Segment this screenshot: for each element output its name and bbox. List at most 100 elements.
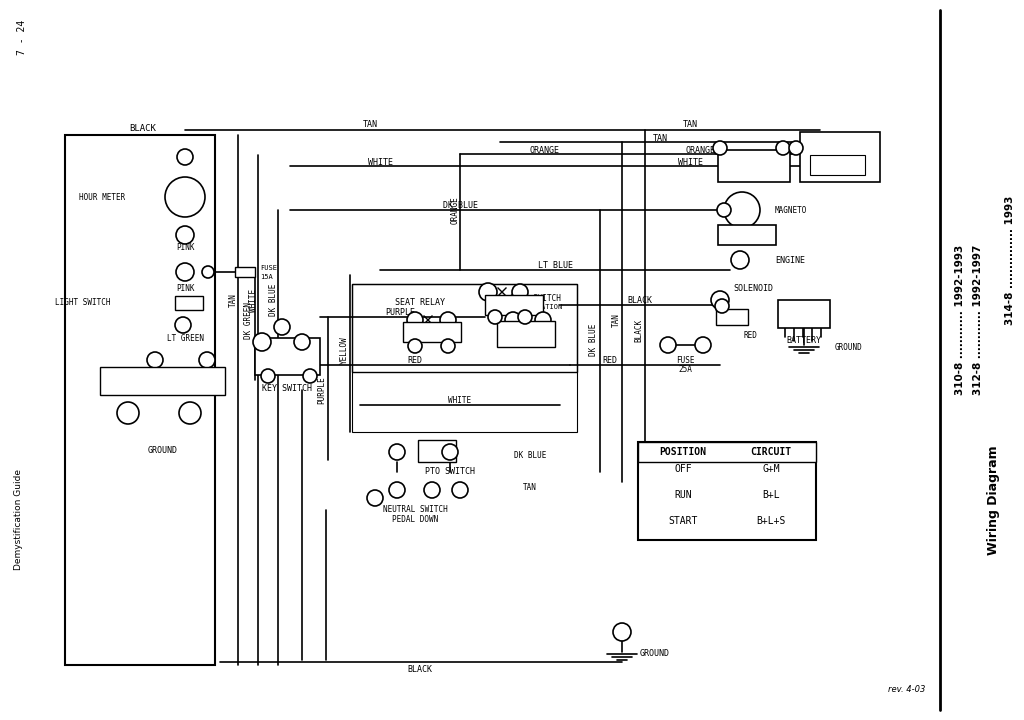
Bar — [100, 367, 225, 395]
Text: Wiring Diagram: Wiring Diagram — [986, 445, 999, 555]
Circle shape — [165, 177, 205, 217]
Text: RED: RED — [602, 356, 617, 364]
Bar — [716, 309, 748, 325]
Circle shape — [505, 312, 521, 328]
Text: 1D: 1D — [617, 629, 627, 635]
Text: PURPLE: PURPLE — [317, 376, 327, 404]
Text: BLACK: BLACK — [628, 295, 652, 305]
Text: TAN: TAN — [523, 484, 537, 492]
Text: WHITE: WHITE — [368, 158, 392, 166]
Circle shape — [776, 141, 790, 155]
Text: WHITE: WHITE — [449, 395, 472, 405]
Text: GROUND: GROUND — [148, 446, 178, 454]
Circle shape — [261, 369, 275, 383]
Text: BLACK: BLACK — [130, 124, 157, 132]
Text: 10A: 10A — [178, 232, 191, 238]
Text: 1C: 1C — [720, 315, 727, 320]
Text: 1B: 1B — [522, 315, 528, 320]
Text: GROUND: GROUND — [835, 343, 863, 351]
Bar — [65, 135, 215, 665]
Text: POSITION: POSITION — [659, 447, 707, 457]
Text: 11A: 11A — [778, 145, 787, 150]
Circle shape — [424, 482, 440, 498]
Text: 25A: 25A — [678, 364, 692, 374]
Text: KEY SWITCH: KEY SWITCH — [262, 384, 312, 392]
Text: SEAT RELAY: SEAT RELAY — [395, 297, 445, 307]
Text: 4A: 4A — [793, 145, 800, 150]
Text: WHITE: WHITE — [249, 289, 257, 312]
Text: 3B: 3B — [446, 449, 454, 454]
Text: LIGHT SWITCH: LIGHT SWITCH — [54, 297, 110, 307]
Text: INO OPERATION: INO OPERATION — [507, 304, 562, 310]
Text: FUSE: FUSE — [260, 265, 278, 271]
Text: DK BLUE: DK BLUE — [590, 324, 598, 356]
Text: DK GREEN: DK GREEN — [244, 302, 253, 338]
Text: 1A: 1A — [444, 343, 452, 348]
Text: MAGNETO: MAGNETO — [775, 205, 807, 215]
Text: 312-8 ............ 1992-1997: 312-8 ............ 1992-1997 — [973, 245, 983, 395]
Text: 4B: 4B — [456, 487, 464, 493]
Circle shape — [715, 299, 729, 313]
Circle shape — [253, 333, 271, 351]
Circle shape — [441, 339, 455, 353]
Text: BATTERY: BATTERY — [786, 336, 821, 344]
Circle shape — [274, 319, 290, 335]
Text: 11: 11 — [516, 289, 524, 295]
Text: 12: 12 — [509, 317, 517, 323]
Text: STARTER: STARTER — [729, 230, 765, 240]
Text: RUN: RUN — [674, 490, 692, 500]
Text: 3: 3 — [300, 339, 304, 345]
Text: TAN: TAN — [362, 120, 378, 128]
Text: Ⓑ: Ⓑ — [186, 407, 194, 420]
Text: B+L: B+L — [762, 490, 780, 500]
Text: 310-8 ............ 1992-1993: 310-8 ............ 1992-1993 — [955, 245, 965, 395]
Circle shape — [176, 263, 194, 281]
Circle shape — [177, 149, 193, 165]
Circle shape — [512, 284, 528, 300]
Text: S  E  G: S E G — [272, 363, 302, 369]
Text: DK BLUE: DK BLUE — [442, 200, 477, 210]
Circle shape — [695, 337, 711, 353]
Text: 10A: 10A — [178, 269, 191, 275]
Text: BLACK: BLACK — [408, 665, 432, 675]
Circle shape — [717, 203, 731, 217]
Text: 5: 5 — [700, 342, 706, 348]
Text: DK BLUE: DK BLUE — [514, 451, 546, 459]
Circle shape — [202, 266, 214, 278]
Text: NEUTRAL SWITCH: NEUTRAL SWITCH — [383, 505, 447, 515]
Text: TAN: TAN — [228, 293, 238, 307]
Text: 5: 5 — [280, 324, 284, 330]
Circle shape — [440, 312, 456, 328]
Circle shape — [176, 226, 194, 244]
Circle shape — [442, 444, 458, 460]
Text: RED: RED — [408, 356, 423, 364]
Circle shape — [175, 317, 191, 333]
Bar — [718, 150, 790, 182]
Text: 14A: 14A — [482, 289, 494, 294]
Circle shape — [518, 310, 532, 324]
Text: 7 - 24: 7 - 24 — [17, 20, 27, 55]
Circle shape — [711, 291, 729, 309]
Text: 13A: 13A — [411, 318, 420, 323]
Circle shape — [731, 251, 749, 269]
Circle shape — [303, 369, 317, 383]
Text: rev. 4-03: rev. 4-03 — [888, 685, 925, 695]
Text: 2B: 2B — [179, 323, 186, 328]
Text: 7C: 7C — [716, 145, 724, 150]
Text: 9: 9 — [373, 495, 377, 501]
Circle shape — [407, 312, 423, 328]
Circle shape — [389, 444, 406, 460]
Bar — [175, 296, 203, 310]
Text: PINK: PINK — [176, 243, 195, 251]
Text: 314-8 ............... 1993: 314-8 ............... 1993 — [1005, 195, 1015, 325]
Text: SEAT SWITCH: SEAT SWITCH — [510, 294, 560, 302]
Text: GROUND: GROUND — [640, 649, 670, 659]
Text: 12A: 12A — [443, 318, 453, 323]
Bar — [234, 267, 255, 277]
Text: 13: 13 — [393, 449, 401, 455]
Text: 7: 7 — [541, 317, 545, 323]
Text: 1F: 1F — [181, 154, 189, 160]
Text: 6: 6 — [430, 487, 434, 493]
Text: B+L+S: B+L+S — [757, 516, 785, 526]
Text: 5A: 5A — [664, 342, 672, 348]
